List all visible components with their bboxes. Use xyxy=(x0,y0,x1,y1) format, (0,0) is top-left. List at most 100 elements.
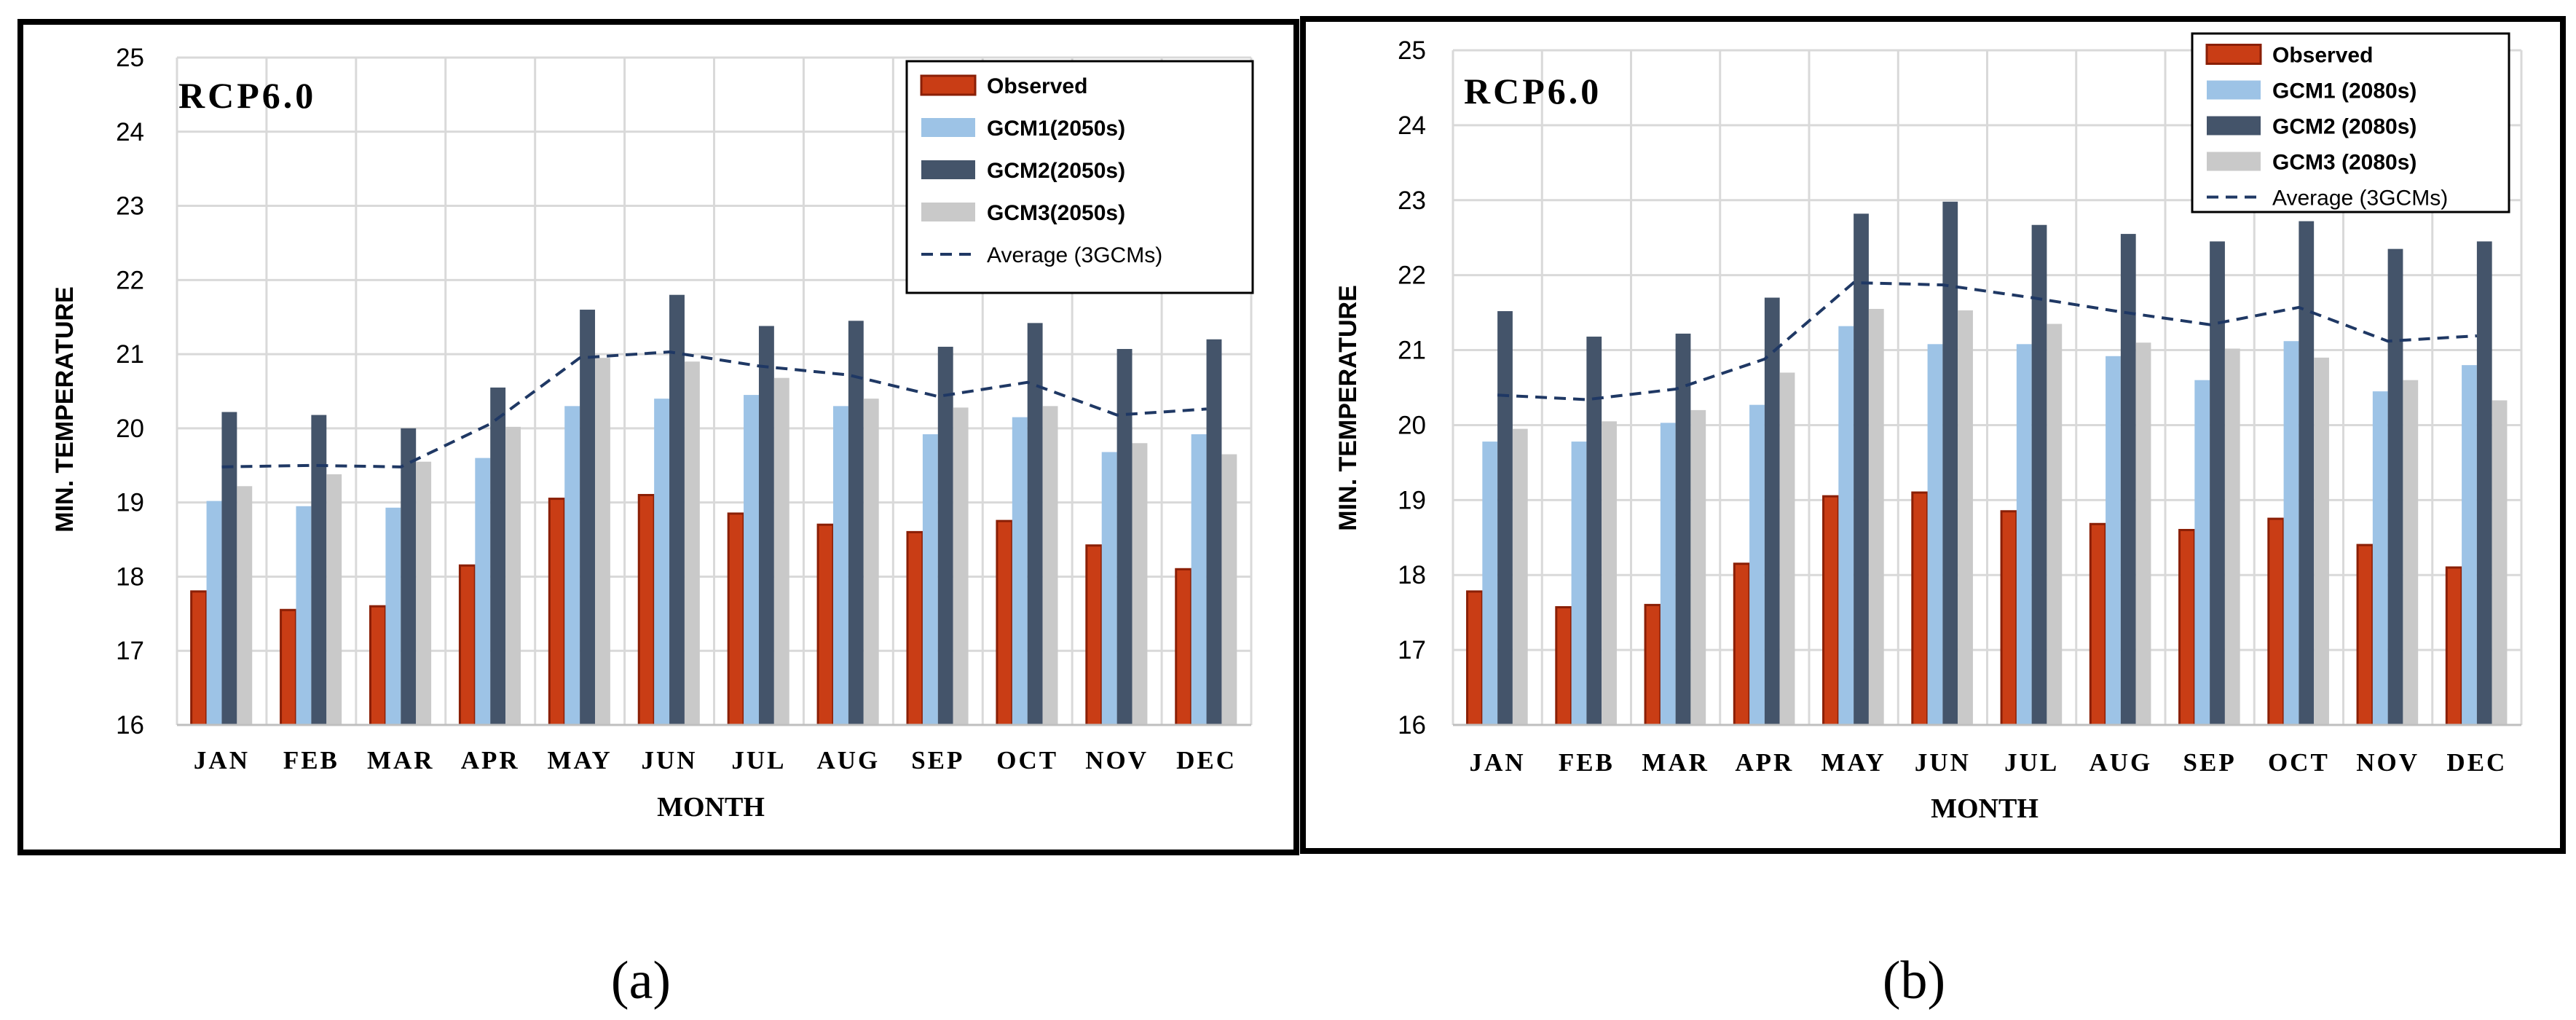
bar-gcm1-2080s-mar xyxy=(1660,423,1676,725)
bar-observed-dec xyxy=(2445,566,2463,726)
bar-gcm2-2080s-dec xyxy=(2476,241,2492,725)
bar-gcm3-2050s-jul xyxy=(773,377,789,725)
legend-label: GCM3(2050s) xyxy=(987,201,1125,225)
y-tick-label: 24 xyxy=(116,118,144,146)
bar-gcm1-2050s-jun xyxy=(654,399,670,725)
legend-swatch xyxy=(2207,80,2261,100)
y-tick-labels: 16 17 18 19 20 21 22 23 24 25 xyxy=(1398,36,1426,740)
y-tick-labels: 16 17 18 19 20 21 22 23 24 25 xyxy=(116,44,144,740)
average-3gcms-line xyxy=(221,350,1207,468)
y-tick-label: 22 xyxy=(1398,262,1426,290)
legend-label: Average (3GCMs) xyxy=(2272,187,2448,211)
bar-gcm3-2080s-jan xyxy=(1512,428,1528,725)
bar-observed-jan xyxy=(1466,590,1484,726)
bar-gcm3-2050s-apr xyxy=(505,426,521,725)
x-tick-label: AUG xyxy=(816,746,880,774)
bar-gcm3-2080s-may xyxy=(1868,308,1884,725)
panel-b-ylabel: MIN. TEMPERATURE xyxy=(1334,285,1362,530)
y-tick-label: 19 xyxy=(116,489,144,517)
bar-gcm3-2080s-apr xyxy=(1779,372,1795,725)
panel-a-ylabel: MIN. TEMPERATURE xyxy=(51,286,79,532)
panel-b-xlabel: MONTH xyxy=(1931,793,2039,824)
bar-gcm3-2050s-aug xyxy=(863,399,879,725)
bar-observed-apr xyxy=(1733,562,1751,726)
bar-gcm3-2050s-sep xyxy=(953,407,969,725)
bar-gcm3-2050s-jan xyxy=(237,486,253,725)
bar-observed-nov xyxy=(2356,544,2374,726)
legend-label: GCM3 (2080s) xyxy=(2272,151,2417,175)
x-tick-label: NOV xyxy=(1085,746,1149,774)
bar-observed-dec xyxy=(1175,568,1193,726)
bar-gcm1-2080s-aug xyxy=(2106,356,2121,725)
bar-observed-nov xyxy=(1085,544,1103,726)
y-tick-label: 23 xyxy=(1398,187,1426,215)
bar-observed-feb xyxy=(280,608,297,726)
bar-gcm3-2050s-dec xyxy=(1221,454,1237,725)
y-tick-label: 18 xyxy=(116,562,144,591)
bar-gcm3-2050s-may xyxy=(595,358,610,725)
bar-gcm1-2050s-jan xyxy=(206,501,222,725)
y-tick-label: 17 xyxy=(1398,636,1426,664)
y-tick-label: 21 xyxy=(1398,337,1426,365)
bar-gcm1-2080s-nov xyxy=(2372,391,2388,725)
legend-label: Observed xyxy=(2272,44,2373,68)
bar-gcm2-2050s-jan xyxy=(221,412,237,725)
bar-gcm3-2080s-aug xyxy=(2135,342,2151,725)
legend-label: GCM1(2050s) xyxy=(987,117,1125,141)
legend-swatch xyxy=(920,74,977,96)
bar-observed-mar xyxy=(1644,603,1662,726)
x-tick-label: OCT xyxy=(996,746,1058,774)
x-tick-label: JAN xyxy=(194,746,250,774)
x-tick-label: JAN xyxy=(1470,748,1526,777)
bar-gcm2-2050s-mar xyxy=(401,428,417,725)
y-tick-label: 21 xyxy=(116,340,144,369)
bar-gcm1-2050s-aug xyxy=(832,406,848,725)
bar-observed-may xyxy=(1822,495,1840,726)
bar-observed-oct xyxy=(996,519,1014,726)
bar-gcm1-2080s-may xyxy=(1838,326,1854,725)
y-tick-label: 20 xyxy=(116,415,144,443)
x-tick-label: APR xyxy=(461,746,520,774)
x-tick-label: MAY xyxy=(1821,748,1886,777)
x-tick-labels: JAN FEB MAR APR MAY JUN JUL AUG SEP OCT NOV DEC xyxy=(1470,748,2505,777)
bar-gcm3-2050s-nov xyxy=(1132,443,1148,725)
bar-gcm3-2080s-sep xyxy=(2224,348,2240,725)
bar-gcm1-2050s-feb xyxy=(296,506,312,725)
panel-a-legend: Observed GCM1(2050s) GCM2(2050s) GCM3(2050s… xyxy=(905,60,1254,294)
bar-gcm2-2080s-nov xyxy=(2387,248,2403,726)
bar-gcm2-2080s-mar xyxy=(1675,333,1691,725)
bar-gcm3-2050s-feb xyxy=(326,474,342,725)
bar-gcm2-2080s-may xyxy=(1854,213,1869,725)
bar-gcm3-2050s-oct xyxy=(1042,406,1058,725)
x-tick-label: MAR xyxy=(367,746,435,774)
x-tick-label: MAR xyxy=(1642,748,1709,777)
legend-label: Average (3GCMs) xyxy=(987,243,1162,267)
y-tick-label: 16 xyxy=(116,711,144,740)
bar-gcm2-2050s-aug xyxy=(848,321,864,725)
x-tick-label: JUN xyxy=(642,746,698,774)
bar-gcm3-2050s-jun xyxy=(684,361,700,725)
bar-observed-apr xyxy=(458,564,476,726)
legend-swatch xyxy=(921,118,975,137)
x-tick-label: DEC xyxy=(1176,746,1237,774)
bar-gcm1-2050s-oct xyxy=(1012,417,1028,725)
bar-gcm1-2080s-jul xyxy=(2016,344,2032,725)
bar-gcm1-2050s-apr xyxy=(475,458,491,725)
bar-observed-oct xyxy=(2267,517,2285,726)
bar-gcm2-2050s-dec xyxy=(1206,339,1222,725)
bar-gcm2-2050s-feb xyxy=(311,415,327,725)
bar-gcm2-2050s-oct xyxy=(1027,323,1043,725)
bar-gcm1-2050s-mar xyxy=(385,507,401,725)
legend-label: GCM1 (2080s) xyxy=(2272,79,2417,103)
panel-a-title: RCP6.0 xyxy=(178,75,316,116)
bar-gcm2-2050s-jul xyxy=(758,326,774,725)
y-tick-label: 18 xyxy=(1398,561,1426,589)
bar-gcm1-2050s-dec xyxy=(1191,434,1207,725)
x-tick-label: MAY xyxy=(547,746,612,774)
bar-gcm1-2050s-sep xyxy=(922,434,938,725)
bar-gcm2-2080s-sep xyxy=(2210,241,2225,725)
x-tick-label: JUN xyxy=(1915,748,1971,777)
x-tick-label: AUG xyxy=(2089,748,2152,777)
bar-observed-mar xyxy=(369,605,387,726)
